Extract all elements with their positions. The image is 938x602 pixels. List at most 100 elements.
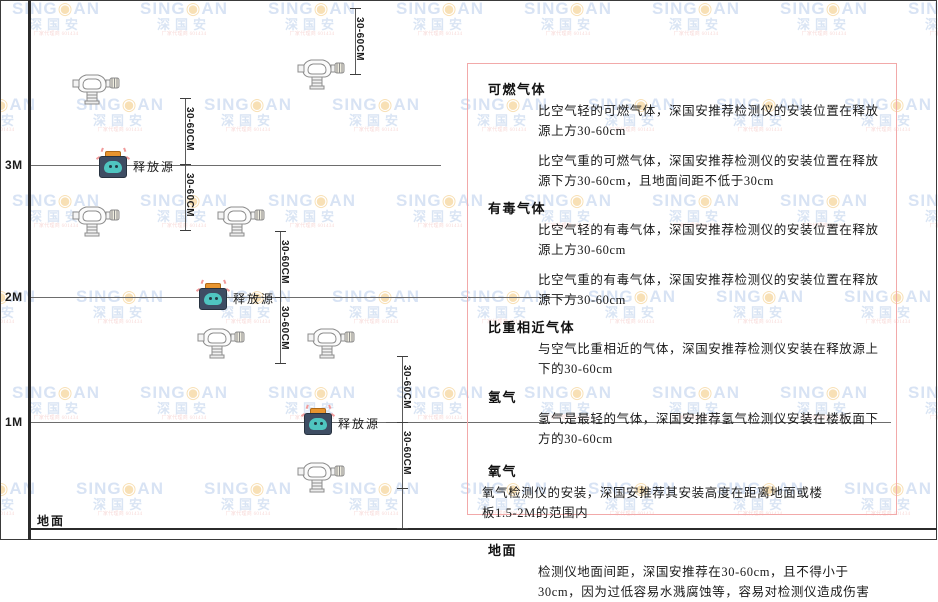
watermark-chinese: 深国安 — [192, 114, 304, 127]
source-face-icon — [309, 418, 327, 430]
dimension-tick — [350, 8, 361, 9]
watermark-brand: SING◉AN — [128, 0, 240, 17]
dimension-tick — [275, 363, 286, 364]
spark-icon — [224, 280, 227, 284]
source-face-icon — [104, 161, 122, 173]
watermark-subtext: 厂家代理商 601434 — [256, 32, 368, 37]
watermark-dot-icon: ◉ — [0, 480, 9, 497]
dimension-label: 30-60CM — [279, 240, 290, 284]
watermark-chinese: 深国安 — [64, 306, 176, 319]
watermark-subtext: 厂家代理商 601434 — [0, 320, 48, 325]
source-1m — [303, 408, 333, 436]
dimension-tick — [397, 488, 408, 489]
watermark-brand: SING◉AN — [192, 96, 304, 113]
panel-section-ground: 地面检测仪地面间距，深国安推荐在30-60cm，且不得小于30cm，因为过低容易… — [482, 540, 882, 602]
dimension-tick — [275, 231, 286, 232]
watermark-brand: SING◉AN — [320, 96, 432, 113]
watermark-subtext: 厂家代理商 601434 — [0, 128, 48, 133]
watermark-dot-icon: ◉ — [378, 96, 394, 113]
watermark-brand: SING◉AN — [64, 480, 176, 497]
watermark-chinese: 深国安 — [64, 114, 176, 127]
watermark-chinese: 深国安 — [192, 498, 304, 511]
watermark-chinese: 深国安 — [768, 18, 880, 31]
source-eye-icon — [320, 422, 323, 425]
watermark-subtext: 厂家代理商 601434 — [192, 512, 304, 517]
watermark-chinese: 深国安 — [0, 306, 48, 319]
watermark-dot-icon: ◉ — [58, 0, 74, 17]
watermark-brand: SING◉AN — [256, 192, 368, 209]
dimension-tick — [180, 164, 191, 165]
watermark-dot-icon: ◉ — [314, 384, 330, 401]
dimension-tick — [275, 297, 286, 298]
watermark-chinese: 深国安 — [320, 306, 432, 319]
watermark-subtext: 厂家代理商 601434 — [896, 224, 938, 229]
spark-icon — [201, 280, 204, 284]
watermark-brand: SING◉AN — [128, 384, 240, 401]
section-paragraph: 氢气是最轻的气体，深国安推荐氢气检测仪安装在楼板面下方的30-60cm — [538, 409, 882, 450]
watermark-dot-icon: ◉ — [58, 384, 74, 401]
spark-icon — [329, 405, 332, 409]
installation-guidance-panel: 可燃气体比空气轻的可燃气体，深国安推荐检测仪的安装位置在释放源上方30-60cm… — [467, 63, 897, 515]
detector-upper-mid — [293, 56, 345, 90]
source-label: 释放源 — [233, 290, 275, 307]
watermark-subtext: 厂家代理商 601434 — [128, 416, 240, 421]
dimension-label: 30-60CM — [184, 173, 195, 217]
watermark-chinese: 深国安 — [384, 18, 496, 31]
dimension-tick — [180, 230, 191, 231]
watermark-subtext: 厂家代理商 601434 — [64, 512, 176, 517]
dimension-label: 30-60CM — [401, 431, 412, 475]
detector-right-upper — [213, 203, 265, 237]
spark-icon — [101, 148, 104, 152]
dimension-tick — [397, 356, 408, 357]
watermark-chinese: 深国安 — [0, 114, 48, 127]
watermark-chinese: 深国安 — [128, 402, 240, 415]
watermark-subtext: 厂家代理商 601434 — [128, 32, 240, 37]
section-heading-ground: 地面 — [488, 540, 882, 559]
watermark-subtext: 厂家代理商 601434 — [64, 128, 176, 133]
dimension-tick — [397, 528, 408, 529]
watermark-subtext: 厂家代理商 601434 — [768, 32, 880, 37]
panel-section-oxygen-gas: 氧气氧气检测仪的安装，深国安推荐其安装高度在距离地面或楼板1.5-2M的范围内 — [482, 454, 882, 533]
panel-section-toxic-gas: 有毒气体比空气轻的有毒气体，深国安推荐检测仪的安装位置在释放源上方30-60cm… — [482, 198, 882, 310]
level-label-1m: 1M — [5, 415, 23, 429]
watermark-brand: SING◉AN — [256, 384, 368, 401]
watermark-brand: SING◉AN — [896, 0, 938, 17]
panel-section-hydrogen-gas: 氢气氢气是最轻的气体，深国安推荐氢气检测仪安装在楼板面下方的30-60cm — [482, 387, 882, 450]
dimension-line — [402, 488, 403, 528]
watermark-chinese: 深国安 — [640, 18, 752, 31]
watermark-dot-icon: ◉ — [442, 0, 458, 17]
watermark-chinese: 深国安 — [0, 402, 112, 415]
dimension-label: 30-60CM — [401, 365, 412, 409]
watermark-brand: SING◉AN — [0, 480, 48, 497]
level-line-3m — [31, 165, 441, 166]
source-label: 释放源 — [133, 158, 175, 175]
watermark-brand: SING◉AN — [768, 0, 880, 17]
detector-right-mid — [303, 325, 355, 359]
dimension-tick — [350, 74, 361, 75]
watermark-dot-icon: ◉ — [314, 192, 330, 209]
level-label-2m: 2M — [5, 290, 23, 304]
watermark-dot-icon: ◉ — [122, 96, 138, 113]
source-3m — [98, 151, 128, 179]
section-paragraph: 检测仪地面间距，深国安推荐在30-60cm，且不得小于30cm，因为过低容易水溅… — [538, 562, 882, 602]
detector-3m-below — [68, 203, 120, 237]
watermark-dot-icon: ◉ — [0, 96, 9, 113]
section-heading-flammable-gas: 可燃气体 — [488, 79, 882, 98]
watermark-subtext: 厂家代理商 601434 — [256, 224, 368, 229]
watermark-dot-icon: ◉ — [122, 480, 138, 497]
dimension-label: 30-60CM — [184, 107, 195, 151]
panel-section-similar-density-gas: 比重相近气体与空气比重相近的气体，深国安推荐检测仪安装在释放源上下的30-60c… — [482, 317, 882, 380]
